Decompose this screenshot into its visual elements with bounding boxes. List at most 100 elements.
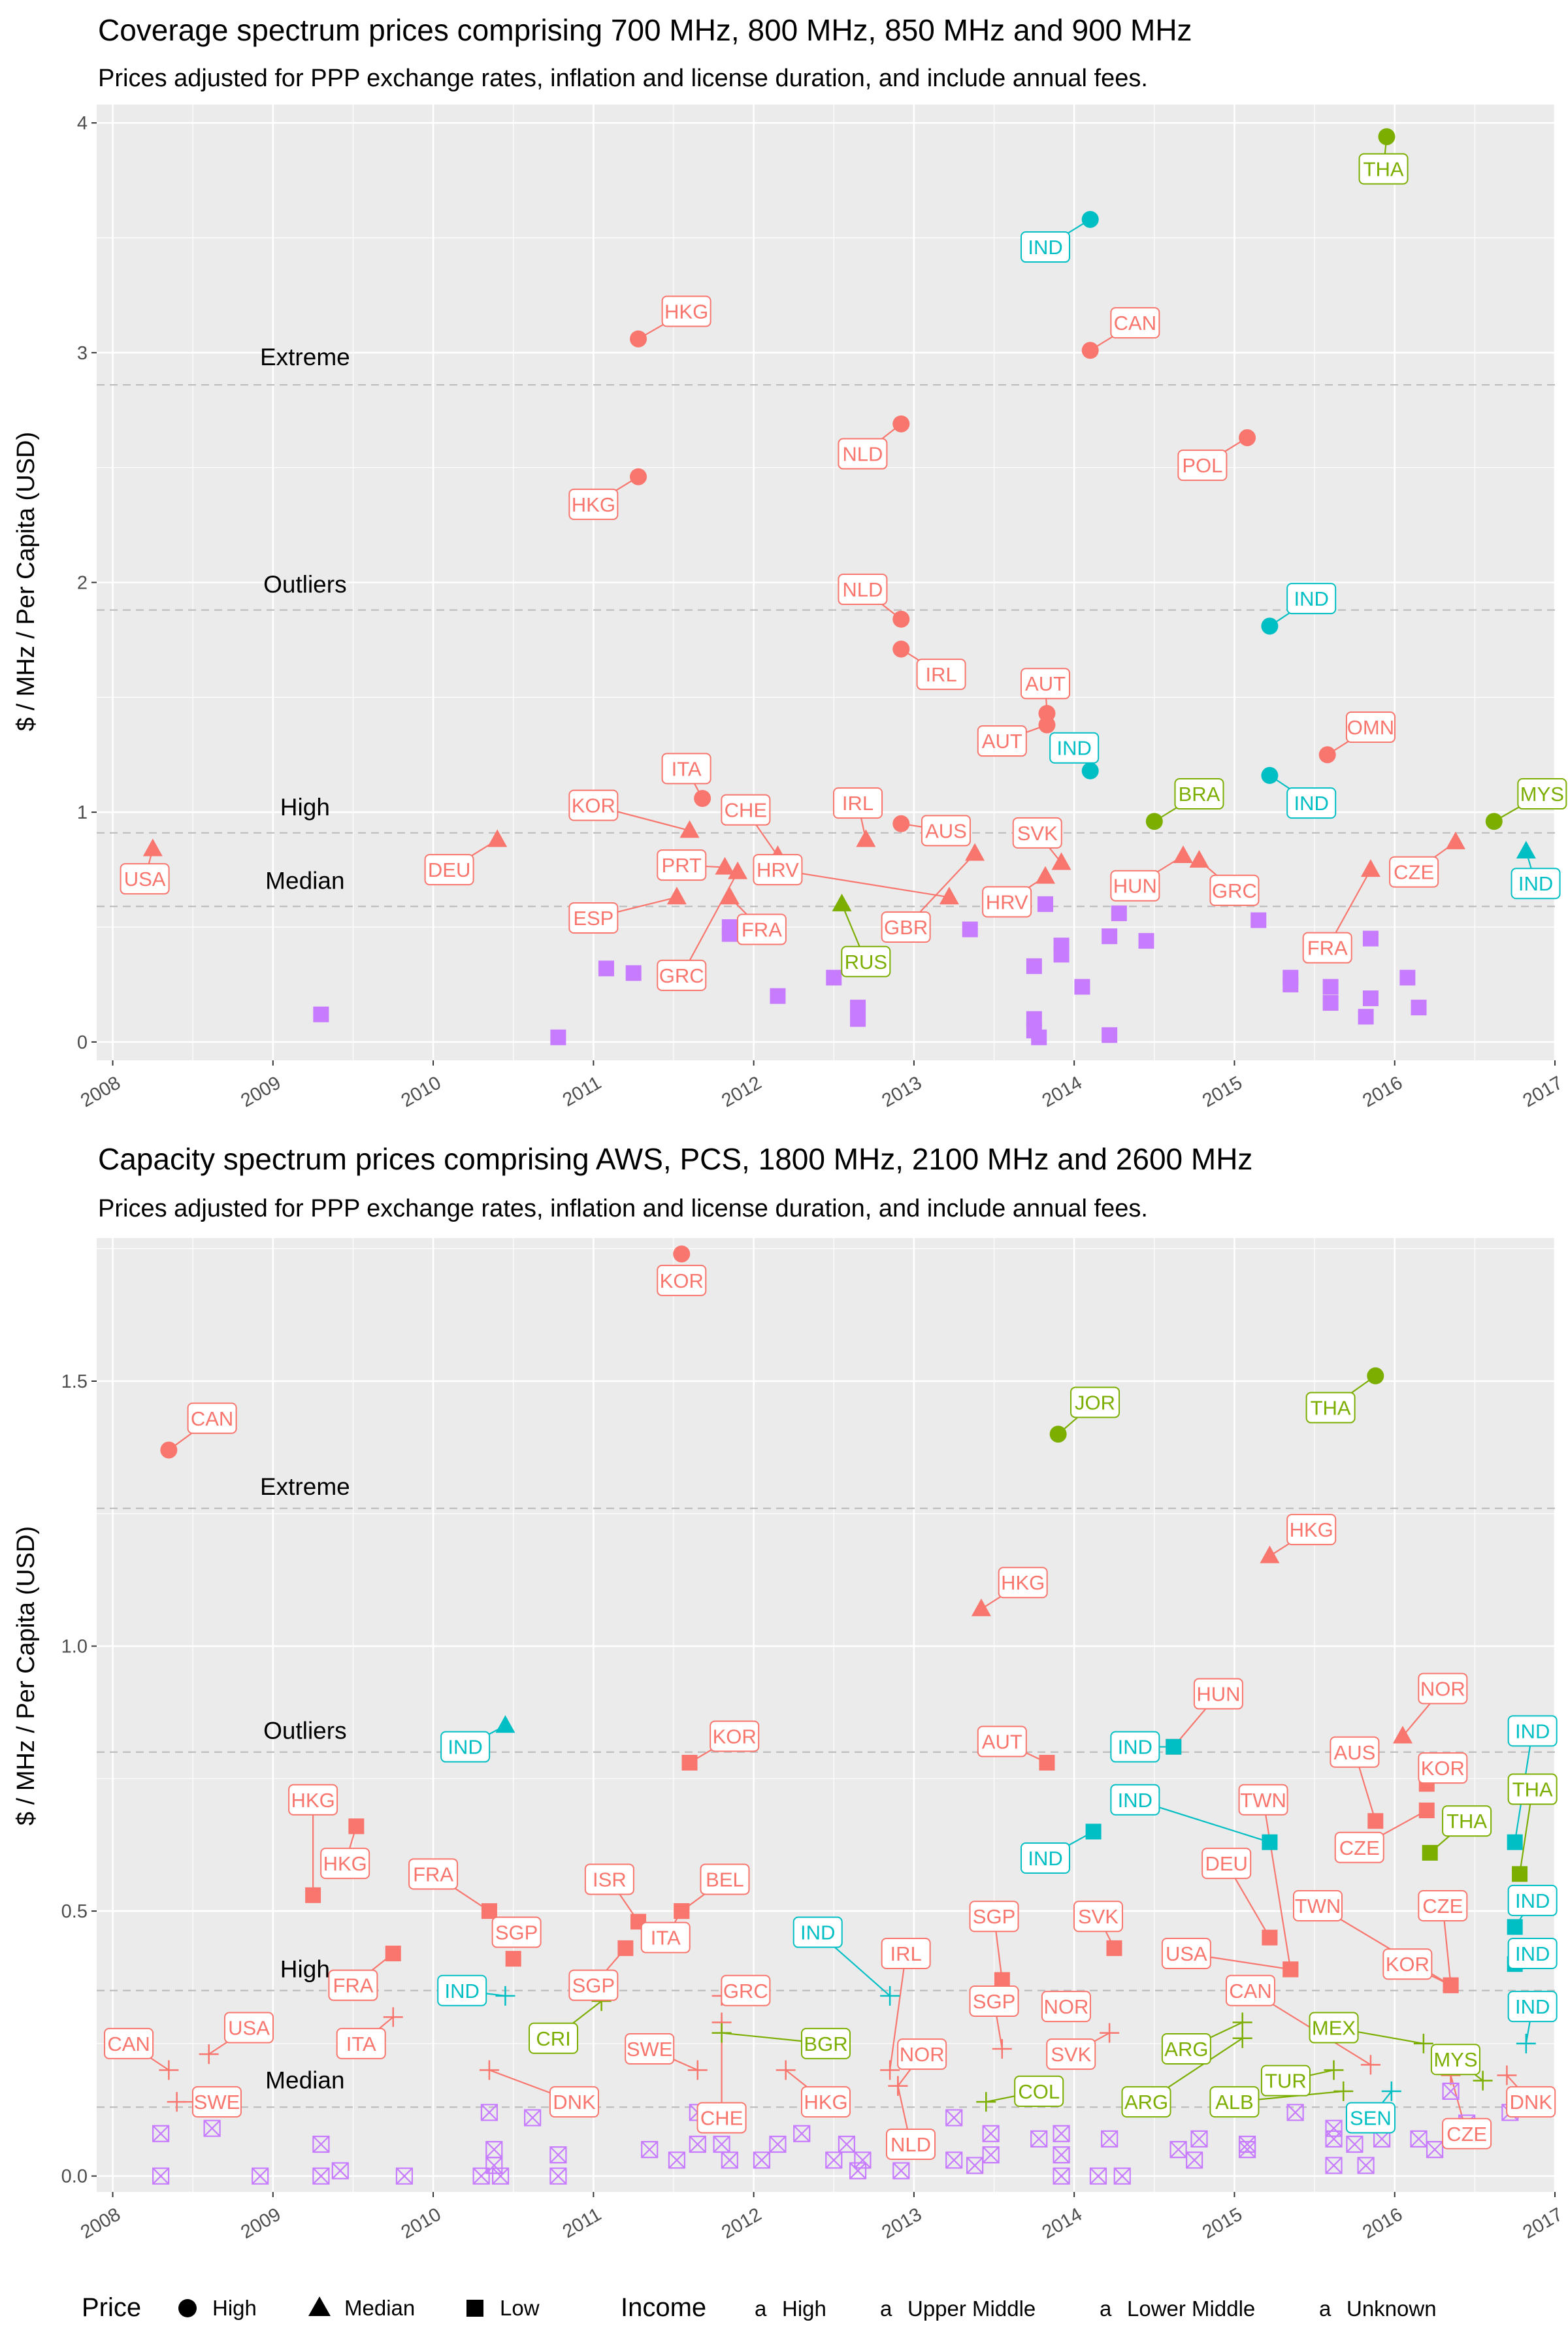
data-point: [331, 2162, 349, 2180]
point-label-box: [977, 1725, 1027, 1757]
point-label-box: [1309, 2012, 1359, 2044]
data-point: [994, 1972, 1010, 1988]
data-point: [1516, 840, 1536, 858]
point-label-box: [969, 1985, 1019, 2017]
point-label-box: [1174, 778, 1224, 810]
data-point: [1507, 1919, 1523, 1935]
point-label-box: [721, 1974, 771, 2006]
point-label-box: [1012, 817, 1062, 849]
point-label: CAN: [107, 2033, 150, 2055]
legend-income-label: Unknown: [1347, 2296, 1437, 2321]
point-label: CAN: [1114, 312, 1156, 335]
legend-income-glyph: a: [755, 2296, 767, 2321]
point-label: RUS: [845, 951, 887, 973]
point-label-box: [1209, 874, 1260, 906]
data-point: [1232, 2028, 1252, 2048]
x-tick-label: 2009: [237, 1072, 284, 1111]
data-point: [549, 2146, 567, 2164]
data-point: [1100, 2023, 1120, 2043]
legend-triangle-symbol: [308, 2296, 331, 2316]
data-point: [550, 1029, 566, 1045]
point-label-box: [838, 438, 888, 470]
data-point: [1039, 1755, 1055, 1771]
data-point: [1238, 2141, 1256, 2159]
point-label-box: [841, 945, 891, 977]
point-label: FRA: [1307, 937, 1348, 960]
data-point: [1089, 2167, 1107, 2185]
y-tick-label: 4: [77, 113, 88, 134]
x-tick-label: 2016: [1359, 1072, 1406, 1111]
point-label-box: [568, 902, 619, 934]
point-label-box: [568, 789, 619, 821]
data-point: [971, 1598, 991, 1616]
y-tick-label: 1.0: [61, 1637, 88, 1658]
point-label: SGP: [973, 1905, 1015, 1928]
point-label: ESP: [573, 907, 613, 930]
data-point: [598, 960, 614, 977]
data-point: [1081, 342, 1099, 359]
point-label: HKG: [664, 301, 708, 323]
legend-price-title: Price: [82, 2293, 141, 2322]
point-label: IND: [1028, 236, 1062, 259]
data-point: [1286, 2104, 1304, 2121]
data-point: [1038, 716, 1056, 734]
data-point: [1239, 429, 1256, 446]
data-point: [1422, 1844, 1438, 1861]
point-label: HKG: [572, 493, 615, 516]
data-point: [1413, 2033, 1433, 2053]
reference-label-extreme: Extreme: [260, 1473, 350, 1500]
point-label-box: [1161, 1938, 1211, 1969]
point-label-box: [1260, 2065, 1311, 2097]
data-point: [1392, 1725, 1413, 1744]
point-label: HKG: [804, 2091, 847, 2114]
data-point: [674, 1903, 690, 1919]
data-point: [167, 2092, 187, 2112]
x-tick-label: 2012: [718, 2204, 765, 2243]
legend-price-label: Median: [344, 2296, 415, 2320]
point-label-box: [1302, 932, 1352, 964]
data-point: [1111, 905, 1127, 921]
data-point: [1173, 845, 1193, 864]
point-label: GBR: [884, 916, 928, 939]
legend-income-glyph: a: [1100, 2296, 1112, 2321]
point-label-box: [1041, 1991, 1091, 2023]
point-label: SVK: [1017, 822, 1058, 845]
coverage-point-labels: USA DEU HKG HKG ITA KOR PRT ESP GRC FRA CHE IRL AUS G…: [120, 153, 1567, 991]
data-point: [1036, 866, 1056, 884]
point-label: NLD: [842, 578, 883, 601]
data-point: [395, 2167, 414, 2185]
x-tick-label: 2013: [879, 2204, 926, 2243]
legend-price-items: High Median Low: [178, 2296, 540, 2320]
data-point: [159, 2060, 179, 2080]
data-point: [1325, 2157, 1343, 2174]
point-label-box: [1430, 2044, 1480, 2076]
point-label-box: [1286, 583, 1337, 615]
data-point: [630, 330, 647, 348]
point-label-box: [1389, 856, 1439, 888]
y-tick-label: 0.5: [61, 1901, 88, 1922]
x-tick-label: 2015: [1199, 2204, 1246, 2243]
point-label-box: [1418, 1752, 1468, 1784]
data-point: [142, 838, 163, 857]
data-point: [715, 857, 735, 875]
point-label-box: [424, 854, 474, 886]
label-leader-line: [777, 869, 950, 898]
data-point: [982, 2146, 1000, 2164]
data-point: [1507, 1834, 1523, 1850]
legend-circle-symbol: [178, 2299, 197, 2317]
y-tick-label: 1: [77, 802, 88, 823]
data-point: [939, 887, 959, 905]
data-point: [152, 2167, 170, 2185]
point-label: FRA: [742, 919, 782, 941]
data-point: [721, 2151, 738, 2169]
point-label: ISR: [593, 1868, 627, 1891]
point-label: IND: [800, 1921, 835, 1944]
data-point: [203, 2119, 221, 2137]
point-label: COL: [1018, 2080, 1060, 2103]
data-point: [1189, 850, 1209, 868]
capacity-chart: Capacity spectrum prices comprising AWS,…: [12, 1142, 1567, 2243]
data-point: [1113, 2167, 1131, 2185]
x-tick-label: 2011: [559, 1072, 605, 1111]
point-label-box: [1345, 711, 1396, 743]
